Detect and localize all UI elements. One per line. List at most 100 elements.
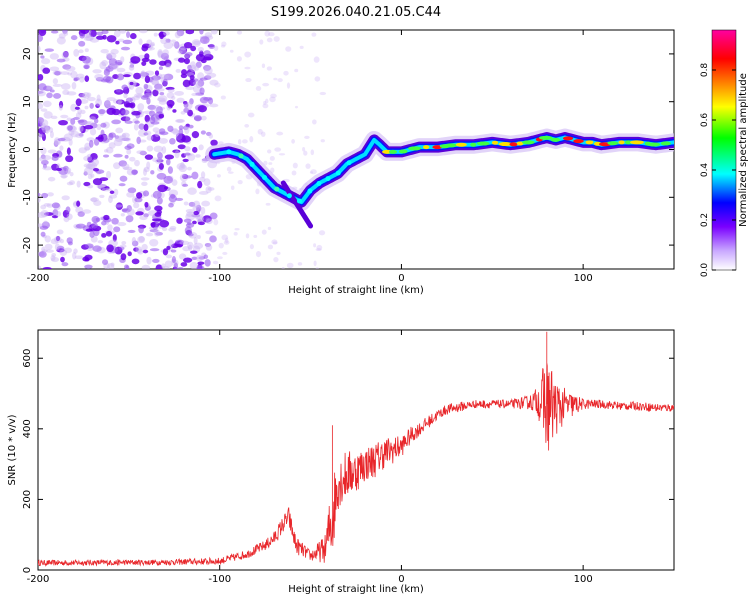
noise-blob — [70, 35, 78, 41]
noise-blob — [193, 40, 201, 46]
noise-blob — [145, 232, 154, 237]
noise-blob — [155, 264, 163, 269]
noise-blob — [255, 86, 262, 91]
spectrogram-ridge — [205, 128, 674, 229]
noise-blob — [165, 86, 175, 91]
noise-blob — [204, 66, 213, 75]
noise-blob — [223, 240, 230, 245]
ridge-spot — [238, 153, 244, 159]
noise-blob — [266, 66, 273, 71]
noise-blob — [165, 38, 171, 43]
noise-blob — [172, 42, 179, 47]
noise-blob — [217, 256, 223, 260]
noise-blob — [193, 78, 199, 82]
noise-blob — [104, 100, 111, 109]
noise-blob — [51, 215, 59, 219]
noise-blob — [267, 226, 272, 231]
noise-blob — [174, 150, 180, 159]
noise-blob — [76, 73, 85, 79]
noise-blob — [203, 64, 212, 72]
noise-blob — [201, 115, 207, 121]
noise-blob — [198, 144, 204, 151]
noise-blob — [247, 112, 255, 118]
noise-blob — [78, 40, 86, 47]
noise-blob — [195, 61, 202, 68]
noise-blob — [193, 242, 204, 250]
noise-blob — [118, 160, 128, 167]
noise-blob — [108, 196, 113, 204]
noise-blob — [178, 164, 188, 173]
noise-blob — [162, 31, 170, 36]
noise-blob — [125, 102, 134, 108]
noise-blob — [67, 72, 73, 76]
noise-blob — [192, 205, 201, 211]
noise-blob — [269, 156, 275, 161]
noise-blob — [244, 51, 252, 58]
noise-blob — [122, 166, 133, 170]
noise-blob — [157, 151, 163, 160]
noise-blob — [73, 48, 80, 57]
noise-blob — [136, 150, 146, 155]
noise-blob — [268, 32, 275, 37]
noise-blob — [175, 197, 184, 201]
noise-blob — [187, 187, 197, 195]
snr-ylabel: SNR (10 * v/v) — [7, 414, 18, 485]
noise-blob — [146, 39, 153, 45]
noise-blob — [157, 49, 164, 58]
noise-blob — [176, 163, 186, 170]
noise-blob — [41, 58, 51, 65]
noise-blob — [96, 94, 101, 102]
colorbar-tick-label: 0.0 — [700, 263, 710, 278]
noise-blob — [72, 251, 77, 260]
noise-blob — [143, 213, 149, 218]
noise-blob — [310, 169, 317, 175]
noise-blob — [149, 229, 159, 233]
noise-blob — [269, 96, 276, 103]
noise-blob — [122, 39, 133, 45]
noise-blob — [121, 84, 128, 90]
ridge-hotspot — [398, 149, 408, 154]
noise-blob — [283, 70, 289, 76]
noise-blob — [63, 133, 73, 142]
noise-blob — [157, 184, 168, 193]
noise-blob — [90, 173, 95, 178]
noise-blob — [273, 77, 278, 81]
noise-blob — [84, 105, 89, 110]
noise-blob — [217, 174, 221, 178]
ridge-spot — [226, 149, 232, 155]
noise-blob — [276, 251, 281, 255]
noise-blob — [146, 256, 152, 265]
noise-blob — [44, 243, 53, 250]
noise-blob — [96, 184, 105, 189]
noise-blob — [131, 169, 139, 175]
noise-blob — [315, 248, 322, 252]
noise-blob — [218, 141, 224, 145]
noise-blob — [57, 137, 66, 142]
noise-blob — [95, 76, 104, 82]
noise-blob — [197, 105, 207, 113]
noise-blob — [188, 124, 194, 129]
noise-blob — [73, 116, 80, 120]
noise-blob — [210, 139, 218, 147]
noise-blob — [40, 204, 47, 210]
noise-blob — [183, 218, 192, 223]
noise-blob — [64, 247, 72, 254]
noise-blob — [97, 240, 104, 244]
noise-blob — [69, 171, 74, 177]
noise-blob — [105, 100, 111, 108]
noise-blob — [192, 146, 198, 153]
noise-blob — [183, 175, 193, 179]
noise-blob — [39, 119, 49, 127]
noise-blob — [114, 135, 120, 140]
noise-blob — [73, 77, 78, 82]
noise-blob — [137, 236, 146, 244]
noise-blob — [78, 147, 87, 154]
snr-frame — [37, 329, 675, 571]
noise-blob — [97, 134, 104, 142]
noise-blob — [182, 246, 190, 252]
noise-blob — [38, 90, 46, 97]
spectrogram-xtick-label: -100 — [208, 273, 231, 284]
noise-blob — [141, 243, 148, 251]
noise-blob — [199, 36, 210, 45]
noise-blob — [314, 76, 321, 82]
